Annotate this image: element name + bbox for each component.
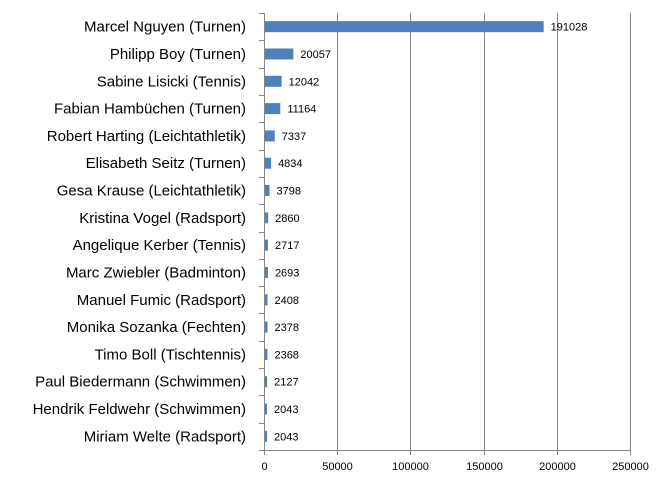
bar <box>265 430 267 442</box>
bar <box>265 185 270 197</box>
data-label: 2127 <box>274 377 298 389</box>
category-label: Marc Zwiebler (Badminton) <box>66 264 246 281</box>
bar <box>265 266 268 278</box>
x-tick-label: 250000 <box>612 461 649 473</box>
data-label: 12042 <box>289 76 320 88</box>
bar <box>265 294 268 306</box>
data-label: 2043 <box>274 431 298 443</box>
category-label: Angelique Kerber (Tennis) <box>73 237 246 254</box>
category-label: Marcel Nguyen (Turnen) <box>84 19 246 36</box>
category-label: Monika Sozanka (Fechten) <box>67 319 246 336</box>
bar <box>265 157 272 169</box>
category-label: Miriam Welte (Radsport) <box>84 428 246 445</box>
data-label: 2408 <box>275 295 299 307</box>
category-label: Robert Harting (Leichtathletik) <box>47 128 246 145</box>
data-label: 191028 <box>551 22 588 34</box>
bar <box>265 212 269 224</box>
data-label: 4834 <box>278 158 302 170</box>
bar <box>265 239 268 251</box>
data-label: 3798 <box>277 186 301 198</box>
bar <box>265 130 275 142</box>
data-label: 2860 <box>275 213 299 225</box>
category-label: Philipp Boy (Turnen) <box>110 46 246 63</box>
category-label: Gesa Krause (Leichtathletik) <box>57 183 246 200</box>
x-tick-label: 0 <box>261 461 267 473</box>
category-label: Fabian Hambüchen (Turnen) <box>54 101 246 118</box>
data-label: 2693 <box>275 267 299 279</box>
data-label: 20057 <box>300 49 331 61</box>
x-tick-label: 150000 <box>466 461 503 473</box>
bar <box>265 376 268 388</box>
category-label: Sabine Lisicki (Tennis) <box>97 73 246 90</box>
x-tick-label: 100000 <box>392 461 429 473</box>
bar <box>265 21 544 33</box>
data-label: 2378 <box>274 322 298 334</box>
bar <box>265 75 282 87</box>
x-tick-label: 50000 <box>322 461 353 473</box>
bar <box>265 48 294 60</box>
x-tick-label: 200000 <box>539 461 576 473</box>
bar <box>265 103 281 115</box>
bar <box>265 403 267 415</box>
category-label: Kristina Vogel (Radsport) <box>79 210 246 227</box>
bar <box>265 348 268 360</box>
bar <box>265 321 268 333</box>
category-label: Paul Biedermann (Schwimmen) <box>35 374 246 391</box>
data-label: 11164 <box>287 104 316 116</box>
data-label: 2717 <box>275 240 299 252</box>
category-label: Timo Boll (Tischtennis) <box>95 346 246 363</box>
category-label: Hendrik Feldwehr (Schwimmen) <box>33 401 246 418</box>
data-label: 2368 <box>274 349 298 361</box>
category-label: Elisabeth Seitz (Turnen) <box>86 155 246 172</box>
data-label: 7337 <box>282 131 306 143</box>
category-label: Manuel Fumic (Radsport) <box>77 292 246 309</box>
data-label: 2043 <box>274 404 298 416</box>
